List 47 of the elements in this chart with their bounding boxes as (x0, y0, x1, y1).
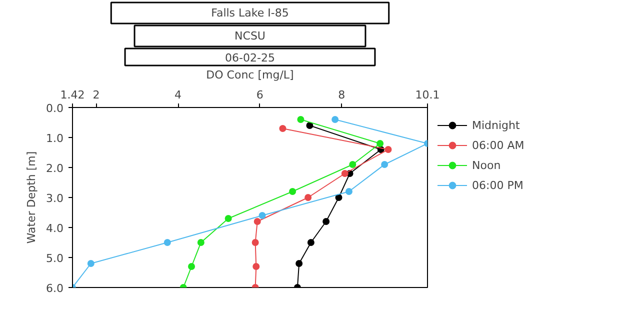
point (297, 116, 304, 123)
text: 06-02-25 (225, 52, 275, 64)
x-tick-label: 1.42 (60, 88, 85, 102)
y-axis-title: Water Depth [m] (25, 151, 38, 244)
point (188, 263, 196, 270)
x-tick-label: 8 (338, 88, 346, 102)
point (296, 260, 303, 267)
x-tick-label: 10.1 (415, 88, 440, 102)
point (307, 239, 314, 246)
y-tick-label: 1.0 (46, 132, 64, 145)
point (252, 239, 259, 246)
point (164, 239, 171, 246)
point (335, 194, 342, 201)
point (306, 122, 314, 129)
legend-label: 06:00 AM (472, 138, 524, 152)
y-tick-label: 4.0 (46, 222, 64, 235)
point (258, 212, 266, 219)
point (254, 218, 261, 225)
point (87, 260, 94, 267)
x-tick-label: 2 (92, 88, 100, 102)
legend-label: Midnight (472, 118, 520, 132)
point (304, 194, 312, 201)
legend-label: 06:00 PM (472, 178, 524, 192)
point (332, 116, 339, 123)
point (349, 161, 356, 168)
point (224, 215, 232, 222)
x-axis-title: DO Conc [mg/L] (206, 68, 294, 82)
y-tick-label: 3.0 (46, 192, 64, 205)
point (279, 125, 286, 132)
point (381, 161, 388, 168)
chart-title: Falls Lake I-85 (211, 6, 289, 20)
y-tick-label: 0.0 (46, 102, 64, 115)
y-tick-label: 5.0 (46, 252, 64, 265)
y-tick-label: 6.0 (46, 282, 64, 295)
point (341, 170, 348, 177)
y-tick-label: 2.0 (46, 162, 64, 175)
chart-subtitle: NCSU (234, 30, 266, 42)
point (197, 239, 204, 246)
point (345, 188, 352, 195)
point (384, 146, 392, 153)
point (376, 140, 384, 147)
x-tick-label: 4 (174, 88, 182, 102)
legend-label: Noon (472, 158, 501, 172)
x-tick-label: 6 (256, 88, 264, 102)
point (289, 188, 296, 195)
point (322, 218, 330, 225)
point (252, 263, 260, 270)
